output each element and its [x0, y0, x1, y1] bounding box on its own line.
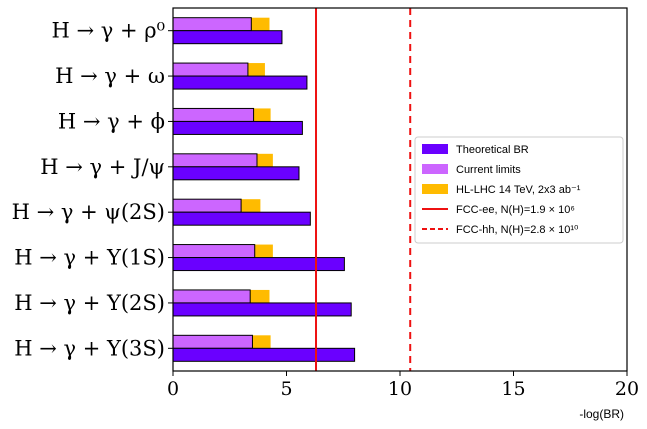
category-label: H → γ + Υ(1S) [14, 246, 165, 270]
category-label: H → γ + Υ(2S) [14, 291, 165, 315]
bar-current-limit [172, 107, 255, 122]
bar-theoretical [172, 75, 308, 90]
bar-current-limit [172, 334, 253, 349]
bar-current-limit [172, 153, 258, 168]
legend-label: Theoretical BR [456, 144, 529, 156]
legend-swatch [422, 184, 448, 194]
legend-label: FCC-ee, N(H)=1.9 × 10⁶ [456, 204, 575, 216]
bar-current-limit [172, 62, 249, 77]
x-tick-label: 0 [167, 378, 179, 400]
legend-label: HL-LHC 14 TeV, 2x3 ab⁻¹ [456, 184, 581, 196]
legend: Theoretical BR Current limits HL-LHC 14 Te… [414, 136, 624, 244]
reference-lines [315, 8, 412, 371]
bars [172, 17, 356, 362]
category-label: H → γ + ϕ [58, 109, 165, 133]
category-label: H → γ + Υ(3S) [14, 336, 165, 360]
x-axis: -log(BR) 0 5 10 15 20 [167, 371, 639, 421]
bar-current-limit [172, 244, 256, 259]
bar-current-limit [172, 198, 242, 213]
bar-theoretical [172, 302, 352, 317]
x-tick-label: 20 [615, 378, 639, 400]
legend-swatch [422, 164, 448, 174]
category-label: H → γ + ω [55, 64, 165, 88]
category-label: H → γ + J/ψ [40, 155, 165, 179]
bar-theoretical [172, 211, 311, 226]
category-label: H → γ + ρ⁰ [51, 19, 165, 43]
x-tick-label: 15 [501, 378, 525, 400]
x-tick-label: 5 [280, 378, 292, 400]
legend-swatch [422, 144, 448, 154]
bar-theoretical [172, 347, 356, 362]
x-tick-label: 10 [388, 378, 412, 400]
category-labels: H → γ + ρ⁰ H → γ + ω H → γ + ϕ H → γ + J/ψ H… [12, 19, 173, 360]
legend-box [414, 136, 624, 244]
legend-label: Current limits [456, 164, 521, 176]
bar-theoretical [172, 257, 345, 272]
category-label: H → γ + ψ(2S) [12, 200, 165, 224]
bar-theoretical [172, 30, 283, 45]
legend-label: FCC-hh, N(H)=2.8 × 10¹⁰ [456, 224, 579, 236]
bar-theoretical [172, 166, 300, 181]
bar-theoretical [172, 120, 303, 135]
x-axis-label: -log(BR) [579, 407, 624, 421]
bar-current-limit [172, 289, 251, 304]
bar-current-limit [172, 17, 252, 32]
